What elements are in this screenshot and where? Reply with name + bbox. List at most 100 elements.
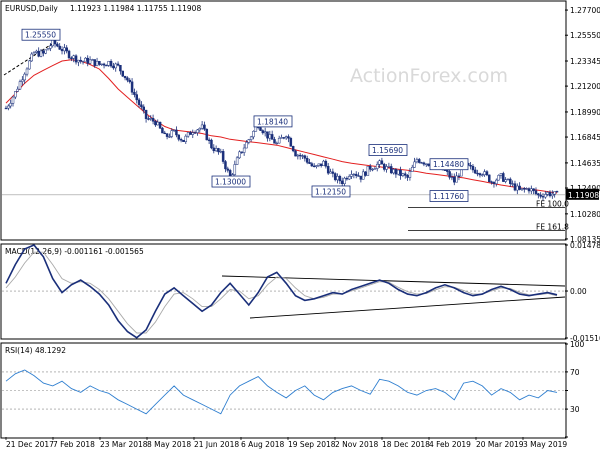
candle-body <box>154 121 157 126</box>
candle-body <box>133 92 136 95</box>
x-tick-label: 19 Sep 2018 <box>288 440 336 449</box>
candle-body <box>385 166 388 170</box>
macd-grid <box>2 244 568 339</box>
current-price-box <box>566 188 599 200</box>
candle-body <box>205 128 209 141</box>
candle-body <box>214 148 218 152</box>
candle-body <box>273 139 276 144</box>
candle-body <box>350 174 353 177</box>
candle-body <box>23 73 26 81</box>
candle-body <box>42 50 45 54</box>
macd-panel-border <box>0 243 567 340</box>
candle-body <box>354 173 358 176</box>
candle-body <box>555 191 559 193</box>
candle-body <box>44 49 47 54</box>
candle-body <box>481 174 484 176</box>
candle-body <box>553 191 556 195</box>
candle-body <box>537 193 540 196</box>
candle-body <box>56 43 59 47</box>
candle-body <box>233 164 237 175</box>
candle-body <box>534 190 538 194</box>
macd-lower-trendline <box>249 296 566 319</box>
candle-body <box>135 94 138 101</box>
candle-body <box>182 139 185 142</box>
macd-tick-label: 0.014786 <box>570 241 600 250</box>
candle-body <box>343 177 346 185</box>
macd-lines <box>5 244 566 339</box>
candle-body <box>156 121 160 126</box>
candle-body <box>277 137 281 144</box>
candle-body <box>105 64 108 67</box>
candle-body <box>516 185 519 191</box>
candle-body <box>453 176 456 183</box>
rsi-tick-label: 70 <box>570 368 580 377</box>
candle-body <box>280 137 283 139</box>
candle-body <box>523 188 526 190</box>
candle-body <box>490 181 493 183</box>
candle-body <box>483 171 486 176</box>
macd-title: MACD(12,26,9) -0.001161 -0.001565 <box>5 247 144 256</box>
candle-body <box>268 134 272 139</box>
candle-body <box>86 57 89 64</box>
candle-body <box>319 163 323 166</box>
price-panel-border <box>0 0 567 241</box>
candle-body <box>32 52 36 55</box>
price-annotation-label: 1.14480 <box>433 160 464 169</box>
price-annotation-box <box>368 144 408 156</box>
candle-body <box>193 132 197 134</box>
candle-body <box>245 142 248 149</box>
price-tick-label: 1.08135 <box>570 235 600 244</box>
candle-body <box>270 134 274 140</box>
candle-body <box>371 168 374 171</box>
candle-body <box>518 185 521 190</box>
candle-body <box>410 167 414 172</box>
candle-body <box>509 178 512 184</box>
candle-body <box>107 61 110 66</box>
candle-body <box>340 180 344 185</box>
candle-body <box>331 171 335 174</box>
candle-body <box>161 127 164 134</box>
candle-body <box>289 137 293 147</box>
candle-body <box>221 151 225 162</box>
price-annotation-label: 1.18140 <box>257 117 288 126</box>
macd-signal-line <box>5 251 558 334</box>
candle-body <box>345 177 349 180</box>
candle-body <box>497 175 500 181</box>
candle-body <box>39 50 43 57</box>
candle-body <box>84 57 87 62</box>
candle-body <box>375 164 379 169</box>
macd-tick-label: -0.015107 <box>570 334 600 343</box>
candle-body <box>329 171 332 174</box>
candle-body <box>126 77 129 81</box>
price-annotation-box <box>311 185 351 198</box>
candle-body <box>186 132 190 137</box>
candle-body <box>532 188 535 191</box>
rsi-title: RSI(14) 48.1292 <box>5 346 66 355</box>
candle-body <box>418 159 421 163</box>
price-tick-label: 1.16845 <box>570 133 600 142</box>
candle-body <box>203 124 206 130</box>
candle-body <box>137 99 141 106</box>
candle-body <box>287 136 290 139</box>
candle-body <box>541 196 545 198</box>
price-annotation-box <box>429 190 469 202</box>
dashed-trendline <box>3 41 56 76</box>
candle-body <box>338 176 342 182</box>
candle-body <box>249 136 253 140</box>
candle-body <box>81 60 85 63</box>
candle-body <box>21 79 24 82</box>
x-tick-label: 6 Aug 2018 <box>241 440 284 449</box>
candle-body <box>14 91 17 98</box>
candle-body <box>317 163 321 166</box>
candle-body <box>163 132 167 135</box>
price-tick-label: 1.12490 <box>570 184 600 193</box>
x-axis: 21 Dec 2017 7 Feb 2018 23 Mar 2018 8 May 20… <box>5 437 567 449</box>
candle-body <box>298 154 302 157</box>
candle-body <box>9 103 12 107</box>
candle-body <box>224 161 227 170</box>
candle-body <box>520 188 524 190</box>
candle-body <box>116 63 120 66</box>
candle-body <box>422 162 426 165</box>
candle-body <box>308 162 311 164</box>
